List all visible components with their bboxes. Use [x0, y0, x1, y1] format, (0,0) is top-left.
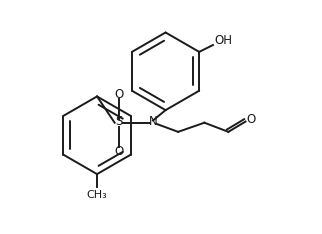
Text: OH: OH [214, 34, 232, 47]
Text: S: S [115, 115, 122, 128]
Text: O: O [246, 113, 255, 126]
Text: O: O [114, 88, 123, 101]
Text: N: N [149, 115, 157, 128]
Text: CH₃: CH₃ [87, 190, 108, 200]
Text: O: O [114, 145, 123, 158]
